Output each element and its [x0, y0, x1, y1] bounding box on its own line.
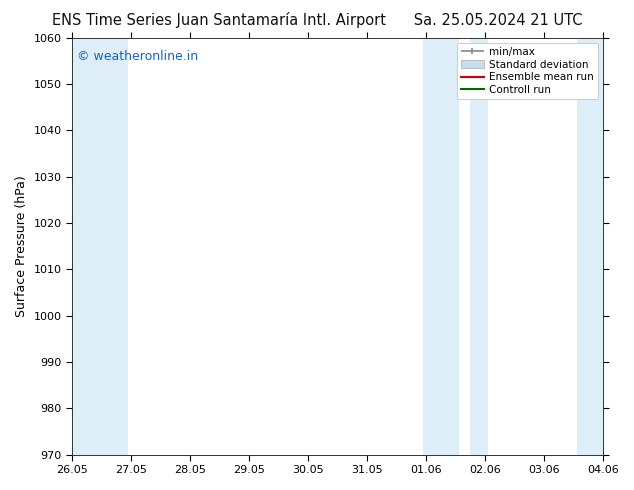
- Bar: [470, 38, 488, 455]
- Text: © weatheronline.in: © weatheronline.in: [77, 50, 198, 63]
- Bar: [69, 38, 128, 455]
- Y-axis label: Surface Pressure (hPa): Surface Pressure (hPa): [15, 175, 28, 317]
- Bar: [600, 38, 633, 455]
- Text: ENS Time Series Juan Santamaría Intl. Airport      Sa. 25.05.2024 21 UTC: ENS Time Series Juan Santamaría Intl. Ai…: [52, 12, 582, 28]
- Bar: [423, 38, 458, 455]
- Legend: min/max, Standard deviation, Ensemble mean run, Controll run: min/max, Standard deviation, Ensemble me…: [456, 43, 598, 99]
- Bar: [576, 38, 606, 455]
